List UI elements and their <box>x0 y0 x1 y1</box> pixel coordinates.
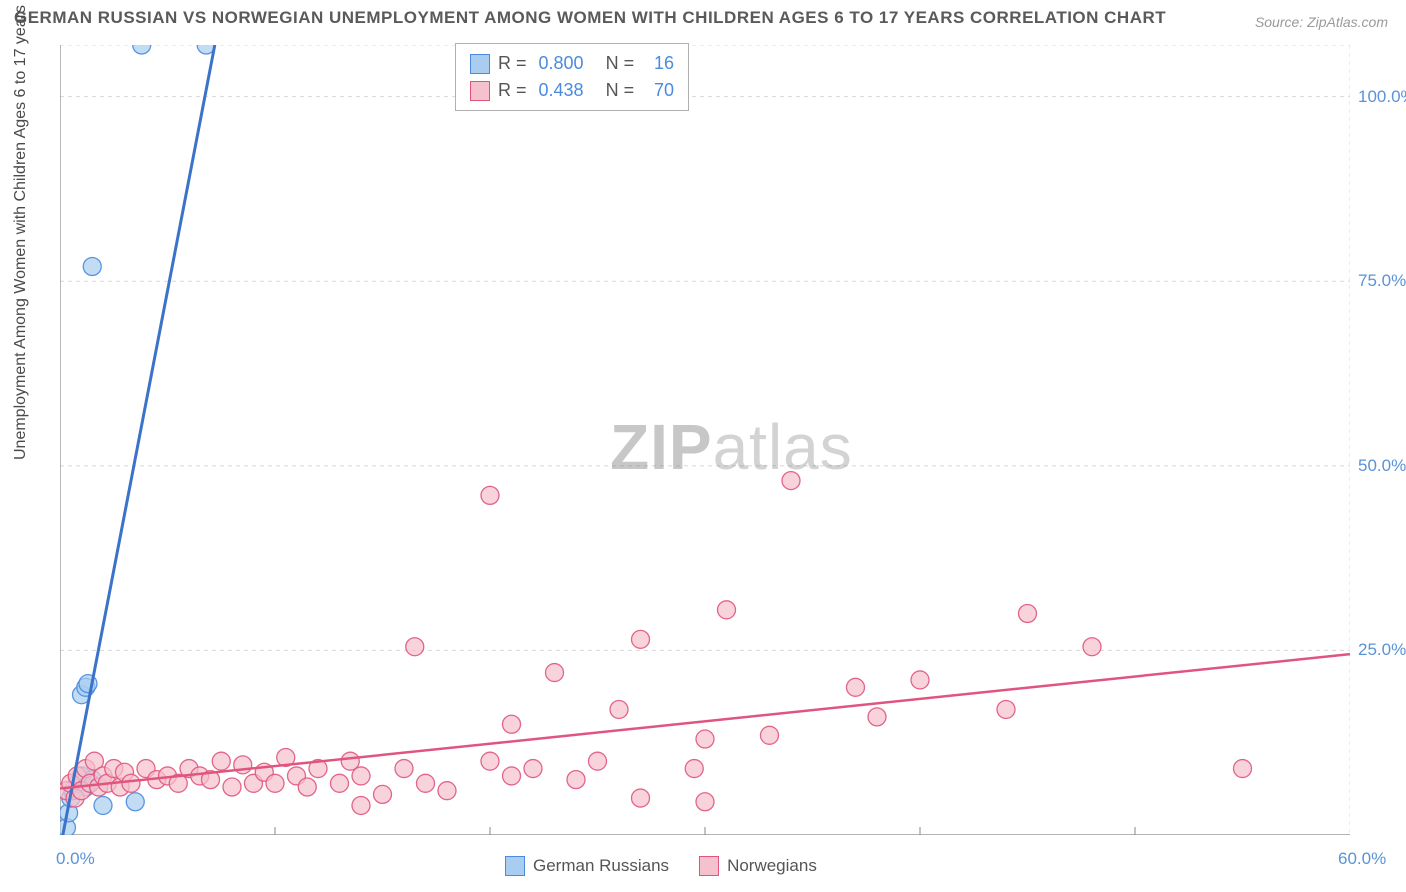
series-legend-label: German Russians <box>533 856 669 876</box>
series-legend-item: German Russians <box>505 856 669 876</box>
legend-n-value: 16 <box>646 50 674 77</box>
chart-title: GERMAN RUSSIAN VS NORWEGIAN UNEMPLOYMENT… <box>14 8 1166 28</box>
legend-row: R = 0.800 N = 16 <box>470 50 674 77</box>
tick-label: 100.0% <box>1358 87 1406 107</box>
legend-n-label: N = <box>606 77 635 104</box>
scatter-plot <box>60 45 1350 835</box>
series-legend: German Russians Norwegians <box>505 856 817 876</box>
tick-label: 50.0% <box>1358 456 1406 476</box>
series-legend-label: Norwegians <box>727 856 817 876</box>
legend-n-value: 70 <box>646 77 674 104</box>
legend-r-value: 0.800 <box>539 50 584 77</box>
legend-swatch <box>505 856 525 876</box>
correlation-legend: R = 0.800 N = 16 R = 0.438 N = 70 <box>455 43 689 111</box>
legend-n-label: N = <box>606 50 635 77</box>
legend-r-label: R = <box>498 50 527 77</box>
y-axis-label: Unemployment Among Women with Children A… <box>12 5 30 460</box>
tick-label: 60.0% <box>1338 849 1386 869</box>
tick-label: 25.0% <box>1358 640 1406 660</box>
source-attribution: Source: ZipAtlas.com <box>1255 14 1388 30</box>
legend-swatch <box>470 54 490 74</box>
legend-swatch <box>699 856 719 876</box>
legend-swatch <box>470 81 490 101</box>
legend-row: R = 0.438 N = 70 <box>470 77 674 104</box>
tick-label: 0.0% <box>56 849 95 869</box>
chart-container: GERMAN RUSSIAN VS NORWEGIAN UNEMPLOYMENT… <box>0 0 1406 892</box>
series-legend-item: Norwegians <box>699 856 817 876</box>
tick-label: 75.0% <box>1358 271 1406 291</box>
legend-r-label: R = <box>498 77 527 104</box>
legend-r-value: 0.438 <box>539 77 584 104</box>
